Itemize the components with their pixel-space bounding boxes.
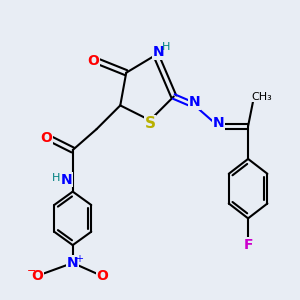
- Text: −: −: [27, 266, 36, 276]
- Text: O: O: [97, 269, 108, 283]
- Text: N: N: [212, 116, 224, 130]
- Text: F: F: [243, 238, 253, 252]
- Text: CH₃: CH₃: [251, 92, 272, 101]
- Text: +: +: [75, 254, 83, 264]
- Text: N: N: [153, 45, 165, 59]
- Text: H: H: [162, 43, 170, 52]
- Text: N: N: [189, 95, 200, 110]
- Text: H: H: [52, 173, 61, 183]
- Text: O: O: [88, 54, 100, 68]
- Text: N: N: [61, 173, 73, 187]
- Text: O: O: [40, 131, 52, 145]
- Text: S: S: [145, 116, 155, 131]
- Text: O: O: [31, 269, 43, 283]
- Text: N: N: [67, 256, 79, 270]
